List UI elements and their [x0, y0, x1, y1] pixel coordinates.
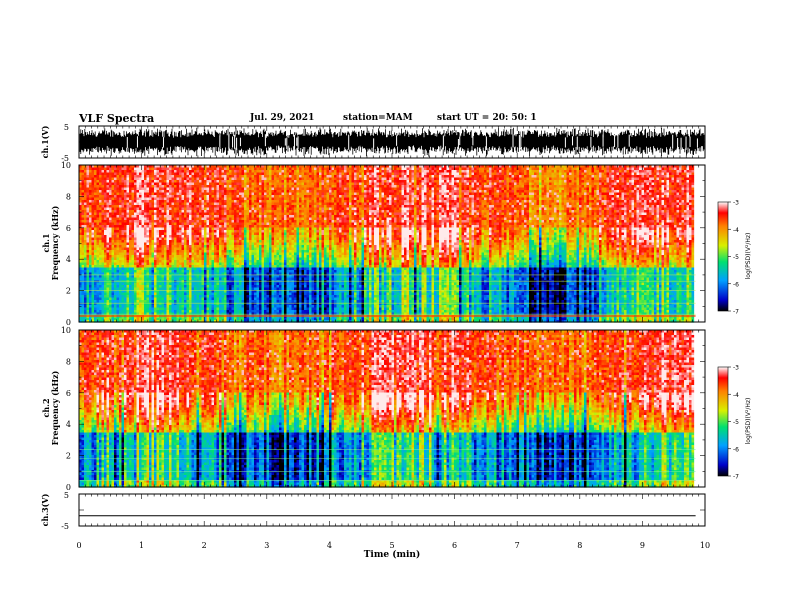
- ch2-spectrogram-ytick-label: 8: [66, 357, 71, 366]
- ch1-waveform-trace: [80, 128, 704, 157]
- ch2-colorbar: -3 -4 -5 -6 -7 log(PSD)(V²/Hz): [718, 365, 752, 481]
- ch1-colorbar-gradient: [718, 202, 728, 311]
- time-axis-tick-label: 2: [202, 541, 207, 550]
- ch2-spectrogram-ytick-label: 4: [66, 420, 71, 429]
- ch1-spectrogram-ylabel: Frequency (kHz): [50, 205, 60, 280]
- time-axis-tick-label: 3: [264, 541, 269, 550]
- ch1-colorbar-ticks: -3 -4 -5 -6 -7: [728, 200, 739, 316]
- ch2-colorbar-ticks: -3 -4 -5 -6 -7: [728, 365, 739, 481]
- ch1-waveform-ytick-label: 5: [64, 123, 69, 132]
- ch3-waveform-ticks: 5 -5: [61, 491, 705, 531]
- vlf-figure: 5-5 0246810 0246810 5-5 0 1 2 3 4 5 6 7 8 9 10 Tim…: [0, 0, 792, 612]
- ch1-colorbar-tick-label: -5: [733, 254, 739, 261]
- ch3-waveform-panel: 5 -5: [61, 491, 705, 531]
- ch1-waveform-path: [80, 128, 704, 157]
- ch1-spectrogram-ytick-label: 4: [66, 255, 71, 264]
- ch1-spectrogram-ytick-label: 6: [66, 224, 71, 233]
- time-axis-tick-label: 0: [76, 541, 81, 550]
- ch2-spectrogram-ytick-label: 10: [61, 326, 71, 335]
- time-axis-tick-label: 7: [515, 541, 520, 550]
- ch1-spectrogram-ytick-label: 2: [66, 287, 71, 296]
- time-axis-tick-label: 6: [452, 541, 457, 550]
- ch2-colorbar-tick-label: -3: [733, 365, 739, 372]
- ch3-waveform-ytick-label: -5: [61, 522, 69, 531]
- ch1-spectrogram-ytick-label: 8: [66, 192, 71, 201]
- time-axis-tick-label: 10: [700, 541, 710, 550]
- ch1-colorbar-tick-label: -3: [733, 200, 739, 207]
- time-axis-label: Time (min): [364, 549, 421, 560]
- ch3-waveform-ylabel: ch.3(V): [40, 493, 50, 526]
- ch1-colorbar-tick-label: -4: [733, 227, 739, 234]
- ch1-spectrogram-ytick-label: 10: [61, 161, 71, 170]
- ch1-colorbar: -3 -4 -5 -6 -7 log(PSD)(V²/Hz): [718, 200, 752, 316]
- time-axis-tick-label: 4: [327, 541, 332, 550]
- ch1-colorbar-tick-label: -6: [733, 281, 739, 288]
- ch2-colorbar-gradient: [718, 367, 728, 476]
- ch3-waveform-ytick-label: 5: [64, 491, 69, 500]
- ch2-spectrogram-heatmap: [79, 330, 696, 488]
- ch2-colorbar-tick-label: -6: [733, 446, 739, 453]
- ch2-spectrogram-ytick-label: 6: [66, 389, 71, 398]
- ch2-colorbar-tick-label: -4: [733, 392, 739, 399]
- ch1-colorbar-label: log(PSD)(V²/Hz): [745, 233, 752, 280]
- ch1-colorbar-tick-label: -7: [733, 309, 739, 316]
- time-axis-tick-label: 8: [577, 541, 582, 550]
- ch1-waveform-panel: 5-5: [61, 123, 705, 163]
- ch2-colorbar-tick-label: -5: [733, 419, 739, 426]
- time-axis: 0 1 2 3 4 5 6 7 8 9 10: [76, 541, 710, 550]
- ch1-spectrogram-heatmap: [79, 165, 696, 323]
- time-axis-tick-label: 5: [389, 541, 394, 550]
- ch2-spectrogram-ytick-label: 2: [66, 452, 71, 461]
- ch2-spectrogram-ylabel: Frequency (kHz): [50, 370, 60, 445]
- ch2-colorbar-tick-label: -7: [733, 474, 739, 481]
- ch1-waveform-ylabel: ch.1(V): [40, 125, 50, 158]
- time-axis-tick-label: 1: [139, 541, 144, 550]
- ch2-colorbar-label: log(PSD)(V²/Hz): [745, 398, 752, 445]
- time-axis-tick-label: 9: [640, 541, 645, 550]
